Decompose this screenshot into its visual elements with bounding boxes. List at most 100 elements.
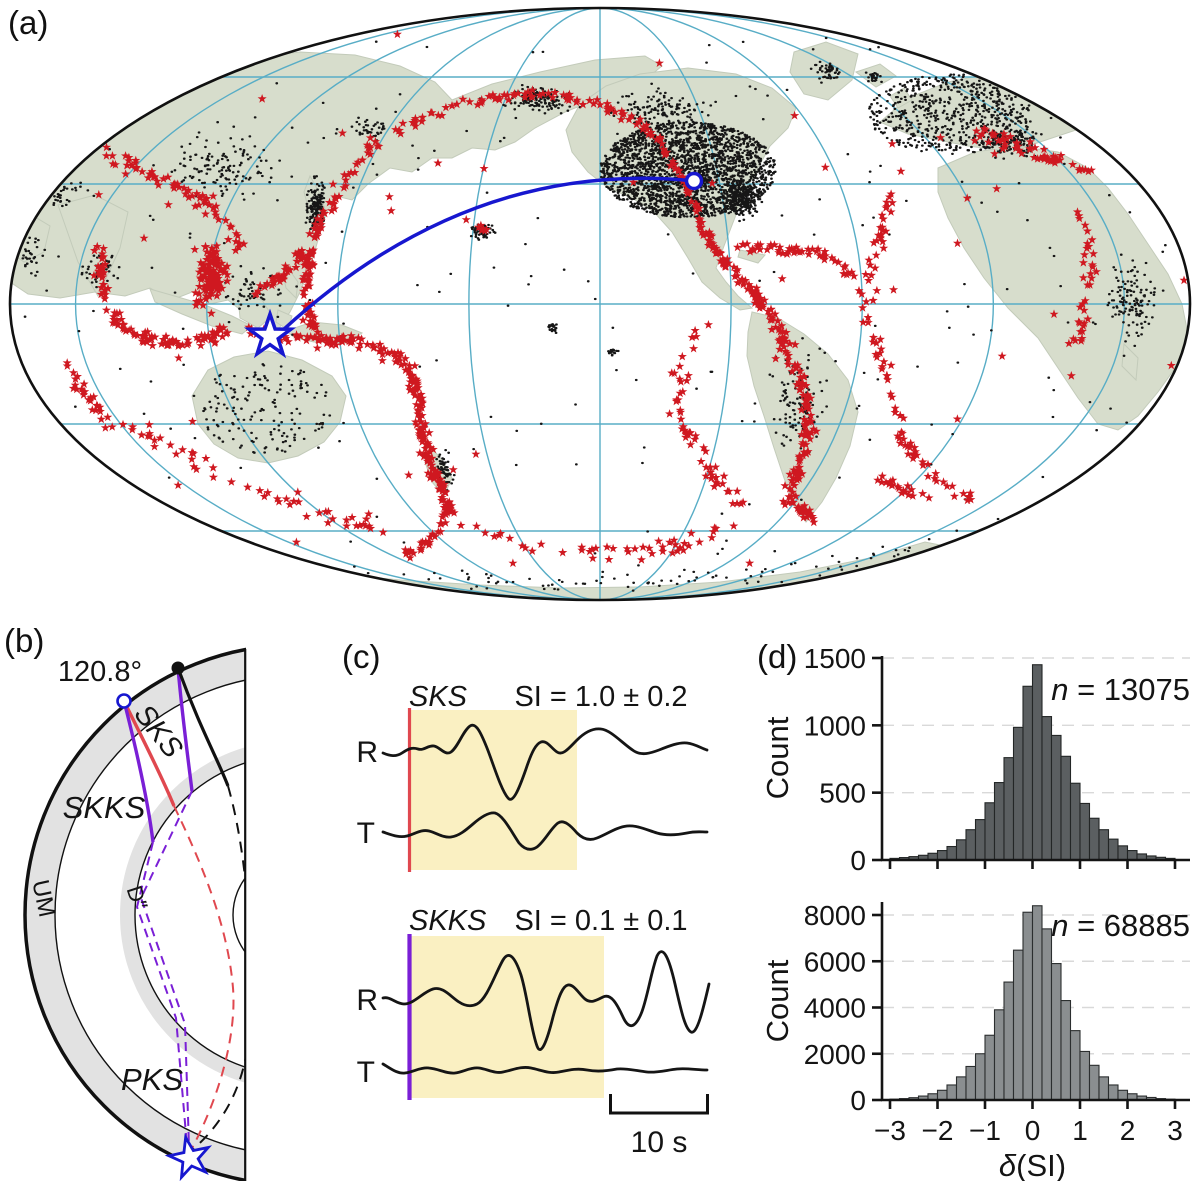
histogram-bar [993,1009,1005,1101]
histogram-bar [1022,685,1034,861]
histogram-bar [936,1089,948,1101]
histogram-bar [946,845,958,861]
y-axis-label: Count [760,716,795,799]
histogram-bar [1031,664,1043,861]
earthquake-star [164,1133,213,1181]
y-tick-label: 0 [850,1085,866,1116]
pks-receiver-dot [171,661,185,675]
skks-ray-core-dashed-1 [135,841,188,1147]
histogram-bar [1041,928,1053,1101]
x-tick-label: −2 [922,1115,954,1146]
histogram-bar [974,1053,986,1101]
x-tick-label: 1 [1072,1115,1088,1146]
map-graticule [10,8,1190,600]
sks-ray-core-dashed [173,805,235,1151]
histogram-bar [1098,1076,1110,1101]
sks-t-label: T [357,817,375,850]
x-tick-label: 2 [1120,1115,1136,1146]
skks-analysis-window [410,936,604,1098]
n-count-label: n = 68885 [1051,908,1190,943]
skks-ray-core-dashed-2 [139,790,193,1148]
y-tick-label: 0 [850,845,866,876]
histogram-panel: 0 500 1000 1500 n = 13075 Count 0 2000 4000 6000… [760,643,1190,1181]
y-tick-label: 6000 [804,946,866,977]
sks-r-label: R [356,736,378,769]
x-axis-label: δ(SI) [999,1148,1066,1181]
histogram-bar [955,839,967,861]
histogram-bar [1069,1030,1081,1101]
histogram-bar [1079,802,1091,861]
panel-c-label: (c) [342,638,381,675]
cmb-circle [134,761,246,1069]
histogram-bar [965,829,977,861]
sks-ray-solid [122,700,176,807]
histogram-bar [1117,845,1129,861]
histogram-bar [1060,755,1072,861]
map-outline [8,6,1192,602]
great-circle-path [281,176,695,332]
skks-ray-solid-1 [122,700,155,843]
y-tick-label: 500 [819,778,866,809]
histogram-bar [1126,850,1138,861]
histogram-bar [1088,1064,1100,1101]
n-count-label: n = 13075 [1051,672,1190,707]
histogram-bar [1003,757,1015,861]
skks-radial-trace [381,950,711,1051]
histogram-bar [936,850,948,861]
histogram-bar [1098,829,1110,861]
y-tick-label: 4000 [804,993,866,1024]
upper-mantle-band [25,649,246,1181]
sks-analysis-window [410,710,577,870]
scalebar-label: 10 s [631,1126,688,1159]
histogram-bar [955,1076,967,1101]
histogram-bar [1050,963,1062,1101]
d-doubleprime-band [120,747,246,1083]
histogram-bar [1050,734,1062,861]
panel-b-label: (b) [4,622,45,659]
histogram-bar [1088,817,1100,861]
histogram-bar [974,819,986,861]
pks-ray-core-dashed [191,785,246,1151]
histogram-bar [984,802,996,861]
histogram-bar [1117,1089,1129,1101]
y-tick-label: 8000 [804,900,866,931]
map-landmasses [10,41,1189,600]
histogram-bar [984,1034,996,1101]
skks-t-label: T [357,1056,375,1089]
skks-transverse-trace [381,1062,709,1075]
world-map [8,6,1192,602]
histogram-bar [1012,726,1024,861]
pks-label: PKS [121,1062,183,1097]
earth-cross-section: 120.8° SKS SKKS UM D″ PKS [23,647,247,1181]
waveform-panel: SKS SI = 1.0 ± 0.2 R T SKKS SI = 0.1 ± 0… [356,681,711,1159]
y-tick-label: 1500 [804,643,866,674]
histogram-bar [965,1065,977,1101]
inner-core-circle [232,875,246,955]
station-circle [684,171,704,191]
histogram-bar [1022,911,1034,1101]
histogram-sks: 0 500 1000 1500 n = 13075 Count [760,643,1190,876]
histogram-bar [1012,949,1024,1101]
x-tick-label: 0 [1025,1115,1041,1146]
skks-phase-label: SKKS [409,905,487,937]
y-tick-label: 2000 [804,1039,866,1070]
histogram-bar [1031,905,1043,1101]
histogram-bar [1107,1084,1119,1101]
skks-si-value: SI = 0.1 ± 0.1 [514,905,687,937]
distance-label: 120.8° [58,656,142,688]
sks-radial-trace [381,723,709,801]
sks-receiver-circle [116,693,132,709]
skks-ray-solid-2 [176,667,194,792]
panel-a-label: (a) [8,4,49,41]
skks-r-label: R [356,984,378,1017]
histogram-bar [1079,1050,1091,1101]
histogram-bar [1060,1000,1072,1101]
sks-si-value: SI = 1.0 ± 0.2 [514,681,687,713]
epicenter-star [243,308,297,359]
skks-label: SKKS [63,790,146,825]
pks-ray-solid [176,667,230,787]
histogram-bar [1069,782,1081,861]
panel-d-label: (d) [757,638,798,675]
